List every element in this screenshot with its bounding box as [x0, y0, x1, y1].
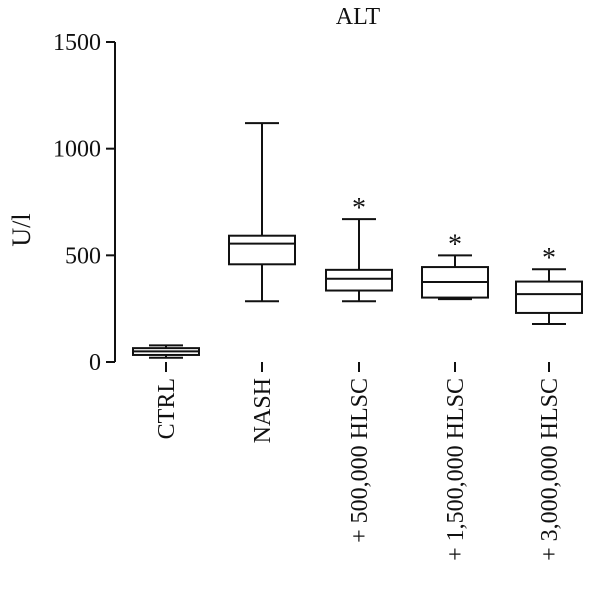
x-category-label: + 1,500,000 HLSC	[443, 378, 469, 561]
box-1	[228, 122, 296, 303]
box-3: *	[421, 229, 489, 301]
y-tick-label: 1500	[53, 30, 101, 56]
y-axis-label: U/l	[7, 213, 36, 246]
x-category-label: NASH	[250, 378, 276, 443]
x-axis-ticks: CTRL NASH + 500,000 HLSC + 1,500,000 HLSC + …	[154, 362, 563, 561]
y-tick-label: 1000	[53, 137, 101, 163]
box-series: * * *	[132, 122, 583, 359]
x-category-label: + 3,000,000 HLSC	[537, 378, 563, 561]
box-4: *	[515, 243, 583, 326]
iqr-box	[228, 234, 296, 266]
y-tick-label: 0	[89, 350, 101, 376]
significance-marker: *	[448, 229, 462, 260]
iqr-box	[515, 280, 583, 314]
x-category-label: + 500,000 HLSC	[347, 378, 373, 543]
significance-marker: *	[352, 193, 366, 224]
chart-title: ALT	[336, 4, 381, 30]
y-axis-ticks: 0 500 1000 1500	[53, 30, 115, 376]
x-category-label: CTRL	[154, 378, 180, 439]
y-tick-label: 500	[65, 243, 101, 269]
box-0	[132, 344, 200, 359]
box-2: *	[325, 193, 393, 303]
iqr-box	[325, 268, 393, 292]
significance-marker: *	[542, 243, 556, 274]
